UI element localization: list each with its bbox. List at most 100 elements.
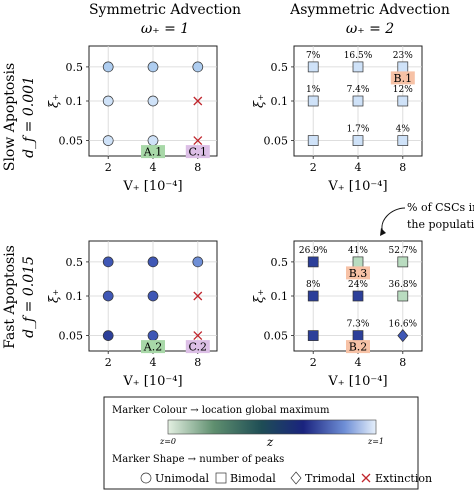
marker-square [352,95,364,107]
y-tick-label: 0.5 [271,256,289,269]
marker-square [397,95,409,107]
y-tick-label: 0.1 [66,290,84,303]
case-label: C.2 [185,340,210,354]
percent-label: 23% [393,51,413,61]
row-bottom-title: Fast Apoptosis [2,245,18,349]
x-tick-label: 8 [194,356,201,369]
row-bottom-df: d_f = 0.015 [21,256,37,338]
colorbar-right-label: z=1 [367,437,384,446]
x-tick-label: 4 [355,161,362,174]
marker-circle [102,330,114,341]
marker-square [352,135,364,146]
legend-colour-title: Marker Colour → location global maximum [112,405,330,416]
x-tick-label: 2 [310,161,317,174]
percent-label: 7.4% [347,85,370,95]
x-tick-label: 8 [399,356,406,369]
legend-shape-label: Extinction [375,472,432,485]
legend-shape-label: Unimodal [155,472,210,485]
annotation-arrow [381,207,406,234]
marker-square [352,330,364,341]
case-label-text: A.1 [143,146,162,159]
marker-circle [102,256,114,268]
legend-shape-label: Trimodal [305,472,356,485]
percent-label: 8% [306,280,321,290]
marker-square [352,290,364,302]
col-right-omega: ω₊ = 2 [346,21,394,37]
marker-cross [193,136,203,146]
x-tick-label: 2 [105,356,112,369]
x-axis-label: V₊ [10⁻⁴] [122,179,182,194]
panel-grid: 2 4 8 0.5 0.1 0.05 V₊ [10⁻⁴] ξ₊ A.1 C.1 2 4 8 0.5 0.1 0… [47,45,423,389]
colorbar-left-label: z=0 [159,437,176,446]
case-label-bg [141,340,165,354]
marker-circle [147,135,159,146]
marker-square [307,135,319,146]
case-label-bg [185,340,210,354]
col-right-title: Asymmetric Advection [289,2,450,18]
x-tick-label: 8 [194,161,201,174]
case-label-text: B.3 [349,267,368,280]
colorbar-mid-label: z [266,435,274,449]
case-label-bg [185,145,210,159]
y-tick-label: 0.05 [264,330,289,343]
percent-label: 1% [306,85,321,95]
col-left-title: Symmetric Advection [89,2,241,18]
marker-square [397,256,409,268]
annotation-line1: % of CSCs in [407,201,474,214]
y-tick-label: 0.5 [271,61,289,74]
case-label: B.2 [346,340,370,354]
marker-square [352,61,364,73]
annotation-line2: the population [407,218,474,231]
row-top-df: d_f = 0.001 [21,76,37,158]
y-axis-label: ξ₊ [252,289,267,303]
percent-label: 16.6% [389,320,418,330]
case-label-text: A.2 [143,341,162,354]
marker-square [352,256,364,268]
marker-diamond [397,329,409,343]
y-tick-label: 0.05 [59,330,84,343]
x-tick-label: 2 [105,161,112,174]
x-tick-label: 8 [399,161,406,174]
y-tick-label: 0.05 [264,135,289,148]
marker-circle [147,256,159,268]
legend-shapes: Unimodal Bimodal Trimodal Extinction [140,471,432,485]
marker-cross [193,96,203,106]
x-axis-label: V₊ [10⁻⁴] [327,179,387,194]
legend-frame [103,396,419,490]
percent-label: 26.9% [299,246,328,256]
marker-circle [102,61,114,73]
marker-circle [147,290,159,302]
percent-label: 12% [393,85,413,95]
marker-circle [192,256,204,268]
y-axis-label: ξ₊ [47,289,62,303]
x-tick-label: 4 [355,356,362,369]
x-axis-label: V₊ [10⁻⁴] [122,374,182,389]
case-label-text: B.1 [394,72,413,85]
percent-label: 4% [396,125,411,135]
marker-square [307,95,319,107]
case-label-bg [390,71,415,85]
legend-circle-icon [140,472,152,484]
legend-shape-title: Marker Shape → number of peaks [112,454,284,465]
row-top-title: Slow Apoptosis [2,63,18,171]
y-tick-label: 0.05 [59,135,84,148]
marker-cross [193,291,203,301]
marker-cross [193,331,203,341]
case-label: B.3 [346,266,370,280]
percent-label: 1.7% [347,125,370,135]
annotation-arrowhead [380,228,386,236]
percent-label: 41% [348,246,368,256]
y-axis-label: ξ₊ [47,94,62,108]
case-label: A.1 [141,145,165,159]
x-tick-label: 4 [150,161,157,174]
case-label: B.1 [390,71,415,85]
case-label: C.1 [185,145,210,159]
percent-label: 24% [348,280,368,290]
marker-square [307,290,319,302]
legend-diamond-icon [290,471,302,485]
case-label-text: B.2 [349,341,368,354]
marker-square [397,135,409,146]
marker-circle [147,95,159,107]
percent-label: 7% [306,51,321,61]
